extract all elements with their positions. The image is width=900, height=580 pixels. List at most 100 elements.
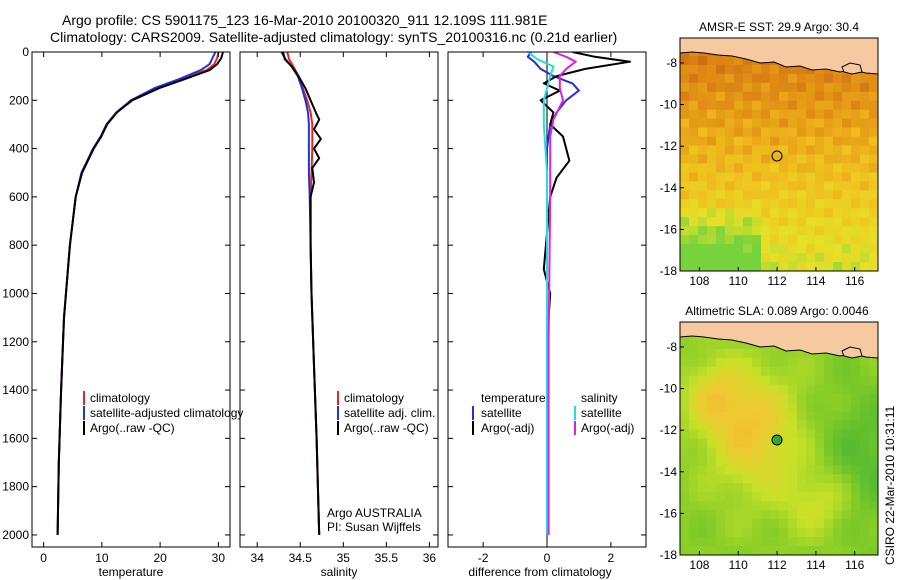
sla-grid-cell — [770, 402, 780, 413]
sst-grid-cell — [788, 154, 798, 165]
sla-grid-cell — [698, 357, 708, 368]
sst-grid-cell — [842, 208, 852, 218]
sst-grid-cell — [788, 145, 798, 156]
sst-grid-cell — [770, 64, 780, 75]
sla-grid-cell — [833, 393, 843, 404]
sst-grid-cell — [752, 82, 762, 93]
sla-grid-cell — [779, 537, 789, 547]
sla-grid-cell — [824, 465, 834, 475]
sla-grid-cell — [716, 348, 726, 359]
sst-grid-cell — [797, 190, 807, 200]
sla-grid-cell — [680, 393, 690, 404]
sst-grid-cell — [869, 199, 878, 209]
sst-grid-cell — [752, 190, 762, 200]
sst-grid-cell — [752, 136, 762, 147]
sst-grid-cell — [860, 190, 870, 200]
sst-grid-cell — [716, 181, 726, 191]
sla-grid-cell — [770, 357, 780, 368]
sla-lon-tick-label: 112 — [767, 558, 786, 572]
sla-grid-cell — [851, 357, 861, 368]
sla-grid-cell — [860, 438, 870, 449]
sla-grid-cell — [788, 402, 798, 413]
sst-grid-cell — [851, 145, 861, 156]
sst-grid-cell — [842, 172, 852, 182]
sla-grid-cell — [707, 375, 717, 386]
sst-grid-cell — [689, 244, 699, 254]
sla-grid-cell — [824, 438, 834, 449]
sst-grid-cell — [761, 91, 771, 102]
sst-grid-cell — [815, 217, 825, 227]
sla-grid-cell — [779, 366, 789, 377]
sst-grid-cell — [851, 118, 861, 129]
sla-grid-cell — [851, 366, 861, 377]
sst-grid-cell — [770, 91, 780, 102]
sla-grid-cell — [707, 348, 717, 359]
sst-grid-cell — [851, 226, 861, 236]
sla-grid-cell — [815, 510, 825, 520]
sst-grid-cell — [842, 145, 852, 156]
sla-lat-tick-label: -12 — [660, 423, 678, 437]
sla-grid-cell — [743, 393, 753, 404]
sst-grid-cell — [860, 154, 870, 165]
sla-grid-cell — [824, 537, 834, 547]
sla-grid-cell — [698, 537, 708, 547]
sla-lon-tick-label: 108 — [689, 558, 709, 572]
legend-label-satellite-adj: satellite adj. clim. — [344, 406, 435, 420]
sla-grid-cell — [833, 366, 843, 377]
sst-grid-cell — [869, 145, 878, 156]
sla-grid-cell — [689, 429, 699, 440]
sst-grid-cell — [833, 82, 843, 93]
sst-grid-cell — [851, 208, 861, 218]
sla-grid-cell — [869, 492, 878, 502]
legend-label-sal-satellite: satellite — [581, 406, 622, 420]
sst-grid-cell — [716, 226, 726, 236]
sla-grid-cell — [824, 501, 834, 511]
legend-title-temperature: temperature — [481, 391, 546, 405]
sla-grid-cell — [860, 393, 870, 404]
sst-grid-cell — [752, 244, 762, 254]
sla-grid-cell — [716, 501, 726, 511]
sst-grid-cell — [680, 235, 690, 245]
sst-grid-cell — [743, 244, 753, 254]
sla-grid-cell — [770, 474, 780, 484]
sla-grid-cell — [770, 465, 780, 475]
sla-grid-cell — [689, 447, 699, 458]
sla-grid-cell — [824, 375, 834, 386]
sla-grid-cell — [779, 429, 789, 440]
sla-grid-cell — [689, 393, 699, 404]
sst-grid-cell — [797, 199, 807, 209]
sst-grid-cell — [824, 163, 834, 174]
sla-grid-cell — [797, 456, 807, 466]
sst-grid-cell — [770, 118, 780, 129]
sst-grid-cell — [869, 163, 878, 174]
sla-grid-cell — [788, 465, 798, 475]
sla-grid-cell — [698, 519, 708, 529]
sla-grid-cell — [788, 393, 798, 404]
sla-grid-cell — [716, 429, 726, 440]
sst-grid-cell — [698, 55, 708, 66]
sst-grid-cell — [824, 109, 834, 120]
sla-grid-cell — [770, 348, 780, 359]
sst-grid-cell — [842, 199, 852, 209]
temperature-x-tick-label: 20 — [153, 551, 167, 565]
sla-grid-cell — [725, 492, 735, 502]
sla-grid-cell — [806, 456, 816, 466]
sst-grid-cell — [833, 262, 843, 271]
sst-grid-cell — [707, 109, 717, 120]
sla-grid-cell — [752, 420, 762, 431]
sla-grid-cell — [698, 384, 708, 395]
sla-grid-cell — [851, 411, 861, 422]
sla-grid-cell — [770, 537, 780, 547]
sla-grid-cell — [824, 474, 834, 484]
sst-grid-cell — [698, 190, 708, 200]
sla-grid-cell — [707, 546, 717, 555]
sst-grid-cell — [779, 64, 789, 75]
sst-grid-cell — [824, 73, 834, 84]
sla-grid-cell — [869, 528, 878, 538]
sla-grid-cell — [779, 384, 789, 395]
sla-grid-cell — [806, 357, 816, 368]
sst-grid-cell — [725, 172, 735, 182]
sst-grid-cell — [779, 208, 789, 218]
sst-grid-cell — [707, 100, 717, 111]
sla-grid-cell — [806, 402, 816, 413]
